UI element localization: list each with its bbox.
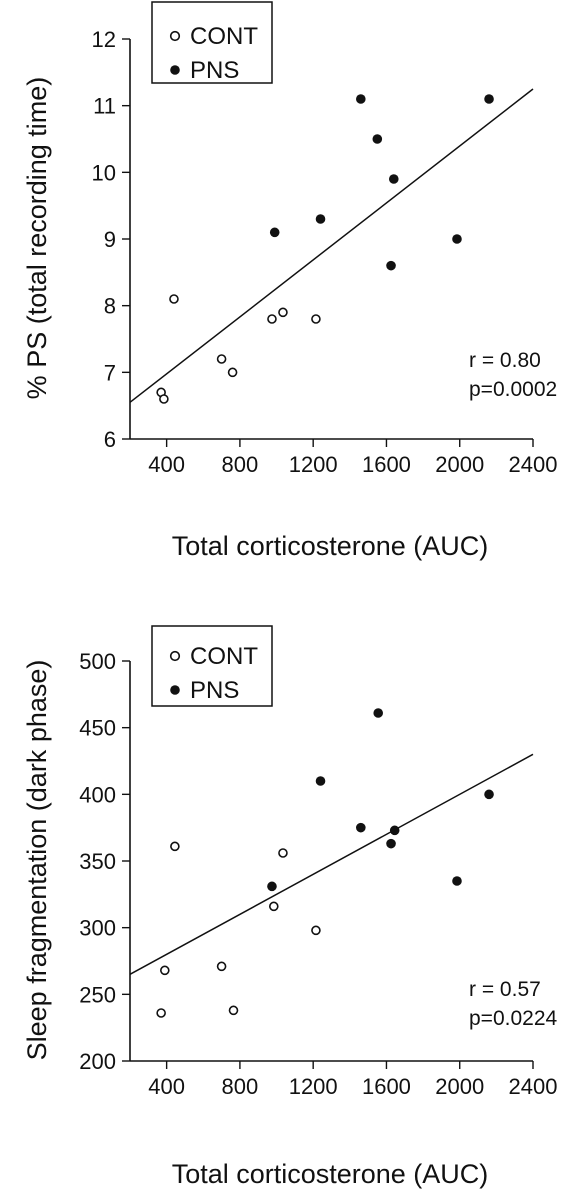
data-point-pns	[484, 789, 494, 800]
data-point-pns	[389, 825, 400, 836]
data-point-pns	[356, 822, 366, 833]
chart-panel-fragmentation: 200 250 300 350 400 450 500 400 800 1200 1600 2000 2…	[22, 625, 557, 1189]
data-point-cont	[170, 841, 180, 852]
y-axis-title: Sleep fragmentation (dark phase)	[22, 660, 52, 1061]
data-point-cont	[278, 848, 288, 858]
annotation-r: r = 0.80	[469, 349, 541, 372]
y-tick-label: 500	[79, 649, 116, 674]
data-point-cont	[216, 354, 227, 364]
data-point-pns	[452, 876, 462, 886]
legend-label-pns: PNS	[190, 677, 239, 704]
x-tick-label: 800	[222, 1074, 259, 1099]
y-tick-label: 12	[92, 27, 116, 52]
annotation-p: p=0.0002	[469, 378, 557, 401]
data-point-cont	[160, 965, 170, 976]
x-tick-label: 1600	[362, 452, 411, 477]
data-point-pns	[373, 708, 384, 718]
legend-label-cont: CONT	[190, 23, 258, 50]
x-axis-title: Total corticosterone (AUC)	[172, 1159, 489, 1189]
x-tick-label: 2400	[509, 1074, 558, 1099]
y-tick-label: 400	[79, 782, 116, 807]
legend-marker-cont	[169, 30, 181, 42]
x-tick-label: 1200	[289, 452, 338, 477]
legend: CONT PNS	[151, 1, 273, 84]
data-point-cont	[278, 307, 288, 318]
legend-marker-pns	[170, 685, 180, 695]
data-point-cont	[227, 367, 238, 378]
data-point-pns	[267, 881, 277, 892]
data-point-cont	[216, 961, 227, 972]
panel-ps-marks: 6 7 8 9 10 11 12 400 800 1200 1600 2000 2400	[92, 27, 558, 477]
data-point-pns	[315, 214, 326, 224]
panel-fragmentation-marks: 200 250 300 350 400 450 500 400 800 1200 1600 2000 2…	[79, 649, 557, 1099]
annotation-p: p=0.0224	[469, 1007, 557, 1030]
legend-label-cont: CONT	[190, 643, 258, 670]
y-tick-label: 8	[104, 294, 116, 319]
legend: CONT PNS	[151, 625, 273, 707]
data-point-cont	[311, 314, 321, 324]
legend-label-pns: PNS	[190, 57, 239, 84]
annotation-r: r = 0.57	[469, 978, 541, 1001]
x-tick-label: 2000	[435, 452, 484, 477]
data-point-cont	[268, 901, 279, 912]
x-tick-label: 400	[148, 1074, 185, 1099]
y-axis-title: % PS (total recording time)	[22, 77, 52, 400]
data-point-pns	[269, 227, 280, 238]
y-tick-label: 7	[104, 360, 116, 385]
x-axis-title: Total corticosterone (AUC)	[172, 531, 489, 561]
x-tick-label: 2400	[509, 452, 558, 477]
data-point-cont	[159, 394, 169, 404]
data-point-cont	[267, 314, 277, 324]
data-point-cont	[311, 925, 321, 936]
y-tick-label: 11	[93, 94, 116, 119]
data-point-pns	[388, 174, 399, 184]
x-tick-label: 1200	[289, 1074, 338, 1099]
x-tick-label: 1600	[362, 1074, 411, 1099]
y-tick-label: 350	[79, 849, 116, 874]
data-point-pns	[452, 234, 462, 244]
data-point-cont	[169, 294, 179, 304]
y-tick-label: 450	[79, 716, 116, 741]
data-point-pns	[315, 776, 326, 786]
data-point-pns	[484, 94, 494, 104]
y-tick-label: 9	[104, 227, 116, 252]
y-tick-label: 6	[104, 427, 116, 452]
data-point-pns	[386, 838, 396, 849]
legend-marker-cont	[169, 650, 181, 662]
y-tick-label: 200	[79, 1049, 116, 1074]
chart-panel-ps: 6 7 8 9 10 11 12 400 800 1200 1600 2000 2400 Total c…	[22, 1, 558, 561]
y-tick-label: 250	[79, 982, 116, 1007]
x-tick-label: 400	[148, 452, 185, 477]
y-tick-label: 10	[92, 160, 116, 185]
x-tick-label: 800	[222, 452, 259, 477]
legend-marker-pns	[170, 65, 180, 75]
data-point-pns	[372, 134, 383, 144]
x-tick-label: 2000	[435, 1074, 484, 1099]
data-point-pns	[356, 94, 366, 104]
data-point-cont	[228, 1005, 239, 1016]
data-point-cont	[156, 1008, 166, 1018]
data-point-pns	[386, 260, 396, 271]
regression-line	[129, 88, 534, 403]
regression-line	[129, 753, 534, 975]
y-tick-label: 300	[79, 916, 116, 941]
